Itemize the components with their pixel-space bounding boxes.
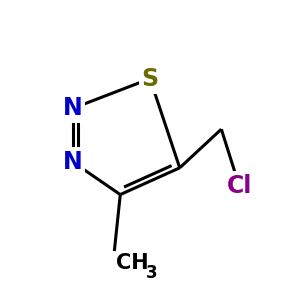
Text: Cl: Cl (226, 174, 252, 198)
Text: 3: 3 (146, 264, 157, 282)
Text: N: N (63, 150, 82, 174)
Text: CH: CH (116, 253, 148, 273)
Text: S: S (141, 67, 159, 91)
Text: N: N (63, 96, 82, 120)
